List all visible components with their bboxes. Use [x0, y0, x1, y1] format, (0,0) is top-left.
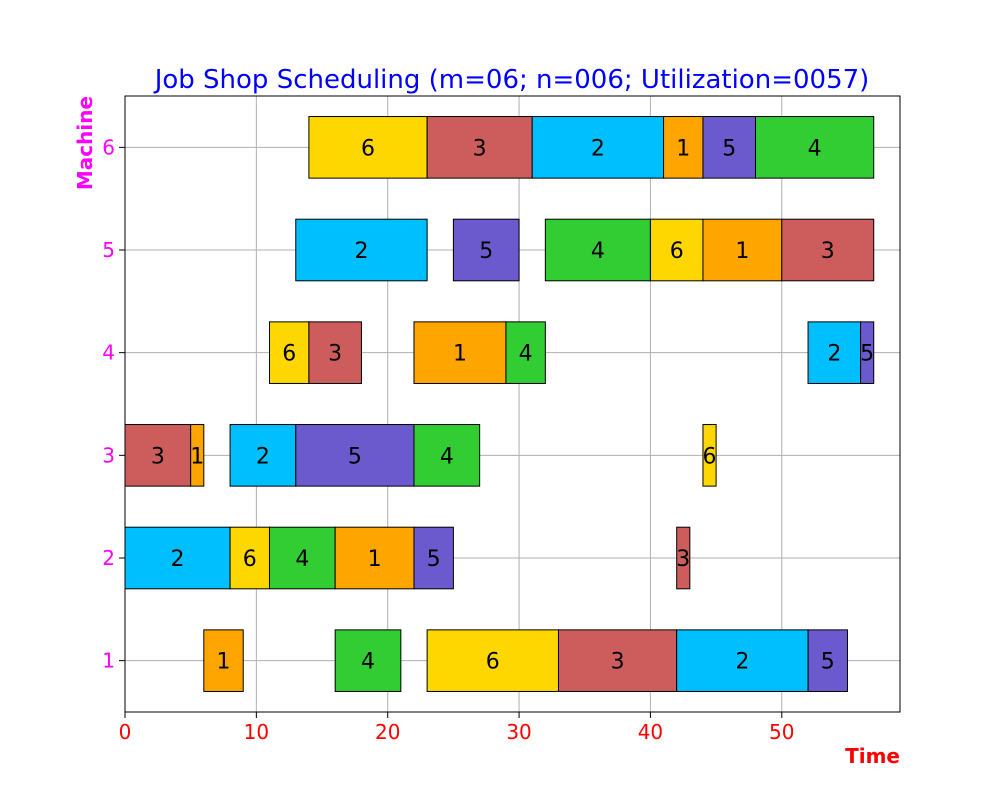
task-bar-m6-job2	[531, 116, 665, 179]
task-label-m5-job6: 6	[670, 239, 684, 264]
task-bar-m2-job3	[676, 526, 691, 590]
task-bar-m1-job5	[807, 629, 848, 692]
task-bar-m5-job3	[781, 218, 875, 282]
y-tick-label: 2	[102, 546, 115, 570]
task-bar-m2-job4	[268, 526, 336, 590]
task-label-m3-job2: 2	[256, 444, 270, 469]
task-bar-m6-job3	[426, 116, 533, 179]
task-label-m5-job5: 5	[479, 239, 493, 264]
task-label-m6-job1: 1	[676, 136, 690, 161]
task-label-m1-job6: 6	[486, 650, 500, 675]
task-bar-m3-job4	[413, 424, 481, 487]
task-label-m6-job3: 3	[473, 136, 487, 161]
task-label-m6-job4: 4	[808, 136, 822, 161]
task-bar-m3-job2	[229, 424, 297, 487]
y-tick-label: 6	[102, 135, 115, 159]
x-tick-label: 50	[769, 720, 794, 744]
task-label-m2-job2: 2	[171, 547, 185, 572]
task-label-m3-job4: 4	[440, 444, 454, 469]
task-label-m2-job4: 4	[295, 547, 309, 572]
task-bar-m5-job6	[649, 218, 704, 282]
task-label-m5-job4: 4	[591, 239, 605, 264]
task-label-m2-job6: 6	[243, 547, 257, 572]
axis-ticks: 0 10 20 30 40 50 1 2 3 4 5 6	[102, 135, 794, 744]
task-bar-m4-job1	[413, 321, 507, 384]
y-tick-label: 4	[102, 341, 115, 365]
task-bar-m2-job1	[334, 526, 415, 590]
task-label-m4-job6: 6	[282, 342, 296, 367]
task-label-m3-job3: 3	[151, 444, 165, 469]
x-tick-label: 30	[506, 720, 531, 744]
task-label-m5-job2: 2	[354, 239, 368, 264]
y-axis-label: Machine	[73, 96, 97, 190]
task-label-m2-job3: 3	[676, 547, 690, 572]
task-label-m6-job5: 5	[722, 136, 736, 161]
y-tick-label: 1	[102, 649, 115, 673]
task-bar-m2-job2	[124, 526, 231, 590]
task-label-m6-job6: 6	[361, 136, 375, 161]
task-label-m1-job1: 1	[217, 650, 231, 675]
task-label-m1-job2: 2	[735, 650, 749, 675]
x-tick-label: 0	[119, 720, 132, 744]
task-label-m5-job1: 1	[735, 239, 749, 264]
task-label-m6-job2: 2	[591, 136, 605, 161]
task-bar-m6-job6	[308, 116, 428, 179]
task-bar-m5-job2	[295, 218, 428, 282]
task-bar-m4-job2	[807, 321, 862, 384]
task-bar-m1-job2	[676, 629, 809, 692]
task-label-m3-job1: 1	[190, 444, 204, 469]
task-label-m4-job1: 1	[453, 342, 467, 367]
y-tick-label: 5	[102, 238, 115, 262]
task-label-m3-job6: 6	[703, 444, 717, 469]
task-label-m4-job4: 4	[519, 342, 533, 367]
task-bar-m5-job4	[544, 218, 651, 282]
chart-title: Job Shop Scheduling (m=06; n=006; Utiliz…	[153, 65, 870, 95]
task-bar-m1-job6	[426, 629, 559, 692]
task-bar-m3-job1	[190, 424, 205, 487]
task-bar-m6-job1	[663, 116, 704, 179]
x-tick-label: 40	[638, 720, 663, 744]
task-label-m1-job4: 4	[361, 650, 375, 675]
task-bar-m4-job6	[268, 321, 310, 384]
task-bar-m3-job6	[702, 424, 717, 487]
task-label-m2-job1: 1	[368, 547, 382, 572]
x-axis-label: Time	[845, 744, 900, 768]
task-bar-m3-job3	[124, 424, 192, 487]
task-label-m1-job3: 3	[611, 650, 625, 675]
y-tick-label: 3	[102, 443, 115, 467]
task-bar-m4-job4	[505, 321, 546, 384]
plot-frame	[124, 95, 901, 713]
task-label-m4-job3: 3	[328, 342, 342, 367]
x-tick-label: 20	[375, 720, 400, 744]
task-label-m5-job3: 3	[821, 239, 835, 264]
task-bar-m6-job5	[702, 116, 757, 179]
task-bar-m1-job3	[557, 629, 678, 692]
task-bar-m4-job5	[860, 321, 875, 384]
task-bar-m5-job5	[452, 218, 520, 282]
task-label-m1-job5: 5	[821, 650, 835, 675]
task-bar-m2-job5	[413, 526, 454, 590]
task-bars: 1 4 6 3 2 52 6 4 1 5 33 1 2 5 4 66 3 1 4 2 52 5 4 6 1 36 3 2 1 5 4	[124, 116, 875, 692]
task-bar-m1-job4	[334, 629, 402, 692]
grid-lines	[124, 96, 900, 712]
task-label-m4-job5: 5	[860, 342, 874, 367]
task-bar-m4-job3	[308, 321, 362, 384]
task-label-m3-job5: 5	[348, 444, 362, 469]
task-bar-m1-job1	[203, 629, 244, 692]
x-tick-label: 10	[244, 720, 269, 744]
task-bar-m3-job5	[295, 424, 415, 487]
task-bar-m6-job4	[755, 116, 875, 179]
task-label-m4-job2: 2	[827, 342, 841, 367]
task-label-m2-job5: 5	[427, 547, 441, 572]
